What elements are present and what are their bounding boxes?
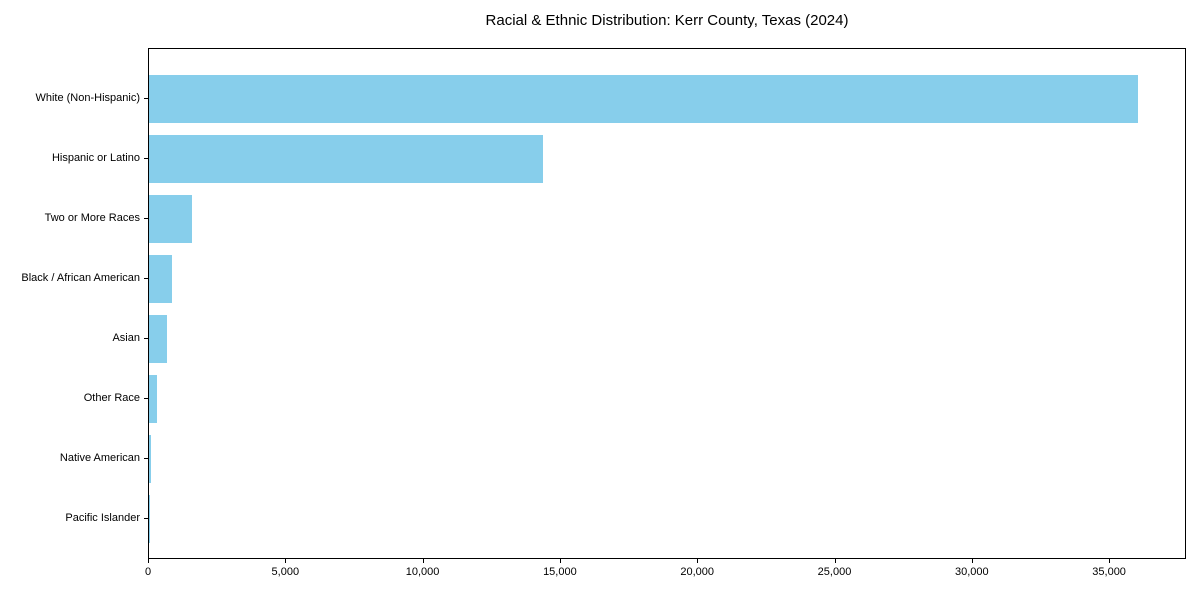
x-axis-tick [285, 559, 287, 563]
x-axis-tick-label: 10,000 [405, 566, 440, 578]
y-axis-label: Hispanic or Latino [51, 151, 140, 164]
x-axis-tick [559, 559, 561, 563]
y-axis-tick [144, 157, 148, 159]
x-axis-tick-label: 35,000 [1092, 566, 1126, 578]
x-axis-tick [148, 559, 149, 563]
bar [149, 374, 158, 423]
y-axis-label: Two or More Races [44, 211, 140, 224]
x-axis-tick [834, 559, 836, 563]
x-axis-tick [422, 559, 424, 563]
x-axis-tick-label: 15,000 [543, 566, 577, 578]
bar [149, 494, 150, 543]
x-axis-tick-label: 5,000 [271, 566, 300, 578]
y-axis-label: Pacific Islander [65, 511, 140, 524]
y-axis-label: Native American [59, 451, 140, 464]
x-axis-tick-label: 20,000 [680, 566, 715, 578]
y-axis-tick [144, 217, 148, 219]
chart-title: Racial & Ethnic Distribution: Kerr Count… [485, 12, 849, 29]
y-axis-tick [144, 517, 148, 519]
bar [149, 254, 172, 303]
plot-area [148, 48, 1186, 559]
x-axis-tick [971, 559, 973, 563]
y-axis-label: Asian [112, 331, 140, 344]
bar [149, 434, 152, 483]
x-axis-tick-label: 30,000 [954, 566, 989, 578]
x-axis-tick [1109, 559, 1111, 563]
y-axis-tick [144, 277, 148, 279]
bar [149, 134, 543, 183]
x-axis-tick-label: 0 [144, 566, 152, 578]
bar [149, 74, 1138, 123]
y-axis-label: Black / African American [21, 271, 140, 284]
x-axis-tick-label: 25,000 [817, 566, 852, 578]
y-axis-tick [144, 457, 148, 459]
y-axis-tick [144, 337, 148, 339]
bar [149, 194, 192, 243]
y-axis-tick [144, 397, 148, 399]
x-axis-tick [697, 559, 699, 563]
y-axis-tick [144, 97, 148, 99]
bar [149, 314, 167, 363]
y-axis-label: Other Race [83, 391, 140, 404]
y-axis-label: White (Non-Hispanic) [35, 91, 140, 104]
